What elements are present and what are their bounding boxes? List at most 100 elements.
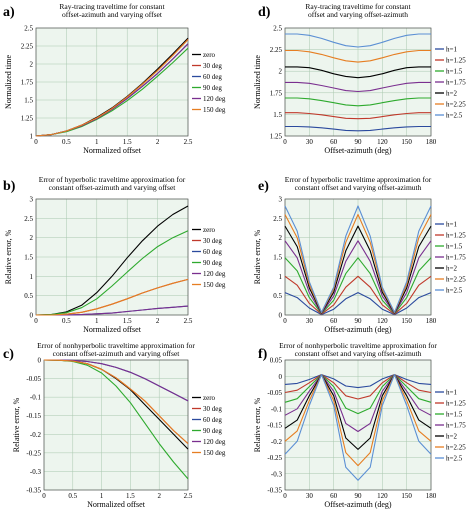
y-tick-label: 1.5: [24, 254, 33, 262]
legend-entry: h=1.5: [446, 411, 463, 419]
y-tick-label: -0.25: [26, 449, 41, 457]
y-tick-label: -0.35: [267, 487, 282, 495]
x-tick-label: 150: [401, 317, 412, 325]
legend-entry: 60 deg: [203, 248, 222, 256]
x-tick-label: 0.5: [62, 138, 71, 146]
legend-entry: h=2.25: [446, 101, 466, 109]
y-tick-label: 1: [30, 133, 34, 141]
legend-entry: h=1: [446, 221, 457, 229]
chart-title-line: Ray-tracing traveltime for constant: [305, 2, 411, 11]
legend-entry: h=1.75: [446, 79, 466, 87]
series-line-h-1-25: [284, 275, 432, 315]
series-line-h-2: [284, 374, 432, 450]
series-line-h-2-25: [284, 374, 432, 467]
legend-entry: 150 deg: [203, 281, 226, 289]
x-tick-label: 60: [330, 317, 338, 325]
y-tick-label: -0.25: [267, 454, 282, 462]
y-tick-label: 2.25: [21, 43, 34, 51]
plot-frame: [284, 359, 432, 491]
x-tick-label: 180: [426, 317, 437, 325]
x-axis-label: Offset-azimuth (deg): [324, 325, 391, 334]
plot-frame: [35, 198, 189, 316]
panel-f: 0 30 60 90 120 150 180 -0.35 -0.3 -0.25 -0.2 -0.15 -…: [253, 341, 466, 509]
panel-e: 0 30 60 90 120 150 180 0 0.5 1 1.5 2 2.5 3 Offset-azim…: [253, 175, 466, 334]
x-tick-label: 2: [156, 138, 160, 146]
y-tick-label: 1.5: [273, 254, 282, 262]
legend-entry: h=1.25: [446, 400, 466, 408]
y-tick-label: -0.15: [26, 412, 41, 420]
legend-entry: 60 deg: [203, 416, 222, 424]
x-tick-label: 0.5: [68, 492, 77, 500]
legend-entry: 90 deg: [203, 84, 222, 92]
y-tick-label: 3: [30, 196, 34, 204]
legend-entry: 150 deg: [203, 106, 226, 114]
series-line-90-deg: [35, 230, 189, 316]
x-tick-label: 1: [100, 492, 104, 500]
legend-entry: 90 deg: [203, 259, 222, 267]
x-tick-label: 120: [377, 138, 388, 146]
x-tick-label: 90: [355, 317, 363, 325]
chart-title-line: offset-azimuth and varying offset: [62, 10, 163, 19]
series-line-h-1-5: [285, 97, 431, 107]
y-axis-label: Normalized time: [253, 55, 262, 109]
y-axis-label: Relative error, %: [4, 229, 13, 284]
y-tick-label: 0.05: [270, 357, 283, 365]
panel-d: 0 30 60 90 120 150 180 1.25 1.5 1.75 2 2.25 2.5 Offse…: [253, 2, 466, 155]
series-line-h-2-25: [285, 49, 431, 63]
x-axis-label: Normalized offset: [83, 325, 142, 334]
plot-frame: [43, 359, 189, 491]
x-tick-label: 2: [157, 492, 161, 500]
x-tick-label: 0: [283, 317, 287, 325]
y-tick-label: 0: [38, 357, 42, 365]
x-tick-label: 1: [95, 317, 99, 325]
panel-b: 0 0.5 1 1.5 2 2.5 0 0.5 1 1.5 2 2.5 3 Normalized offs…: [3, 175, 226, 334]
y-tick-label: 1.5: [24, 97, 33, 105]
y-axis-label: Relative error, %: [12, 397, 21, 452]
x-tick-label: 180: [426, 492, 437, 500]
legend-entry: h=2.5: [446, 287, 463, 295]
x-tick-label: 1: [95, 138, 99, 146]
y-tick-label: -0.1: [30, 394, 42, 402]
series-line-h-1-75: [285, 81, 431, 93]
legend-entry: h=2.5: [446, 112, 463, 120]
y-tick-label: 1.75: [270, 89, 283, 97]
x-tick-label: 2.5: [184, 317, 193, 325]
y-tick-label: 2.25: [270, 46, 283, 54]
x-tick-label: 180: [426, 138, 437, 146]
legend-entry: 120 deg: [203, 95, 226, 103]
plot-frame: [35, 27, 189, 137]
panel-c: 0 0.5 1 1.5 2 2.5 -0.35 -0.3 -0.25 -0.2 -0.15 -0.1 -…: [3, 341, 226, 509]
x-axis-label: Offset-azimuth (deg): [324, 146, 391, 155]
y-axis-label: Relative error, %: [253, 229, 262, 284]
legend-entry: 120 deg: [203, 438, 226, 446]
x-tick-label: 0: [42, 492, 46, 500]
legend-entry: 90 deg: [203, 427, 222, 435]
y-tick-label: 1.5: [273, 111, 282, 119]
legend-entry: h=2.5: [446, 455, 463, 463]
y-tick-label: 1: [279, 273, 283, 281]
chart-title-line: offset and varying offset-azimuth: [308, 10, 408, 19]
legend-entry: h=2: [446, 433, 457, 441]
x-tick-label: 1.5: [126, 492, 135, 500]
x-tick-label: 90: [355, 492, 363, 500]
y-tick-label: 2: [279, 234, 283, 242]
x-tick-label: 0.5: [62, 317, 71, 325]
x-tick-label: 30: [306, 317, 314, 325]
plot-background: [44, 360, 188, 490]
legend-entry: h=1: [446, 46, 457, 54]
plot-frame: [284, 198, 432, 316]
y-tick-label: -0.05: [267, 389, 282, 397]
chart-title-line: constant offset-azimuth and varying offs…: [53, 349, 181, 358]
y-tick-label: -0.1: [271, 405, 283, 413]
series-line-h-1: [284, 292, 432, 316]
y-tick-label: -0.2: [30, 431, 42, 439]
series-line-h-1-25: [285, 112, 431, 120]
x-tick-label: 0: [283, 492, 287, 500]
panel-a: 0 0.5 1 1.5 2 2.5 1 1.25 1.5 1.75 2 2.25 2.5 Normaliz…: [3, 2, 226, 155]
legend-entry: 150 deg: [203, 449, 226, 457]
series-line-h-1-5: [284, 257, 432, 315]
panel-label: c): [3, 347, 14, 362]
y-tick-label: 3: [279, 196, 283, 204]
series-line-150-deg: [35, 39, 189, 137]
y-tick-label: 2: [279, 68, 283, 76]
